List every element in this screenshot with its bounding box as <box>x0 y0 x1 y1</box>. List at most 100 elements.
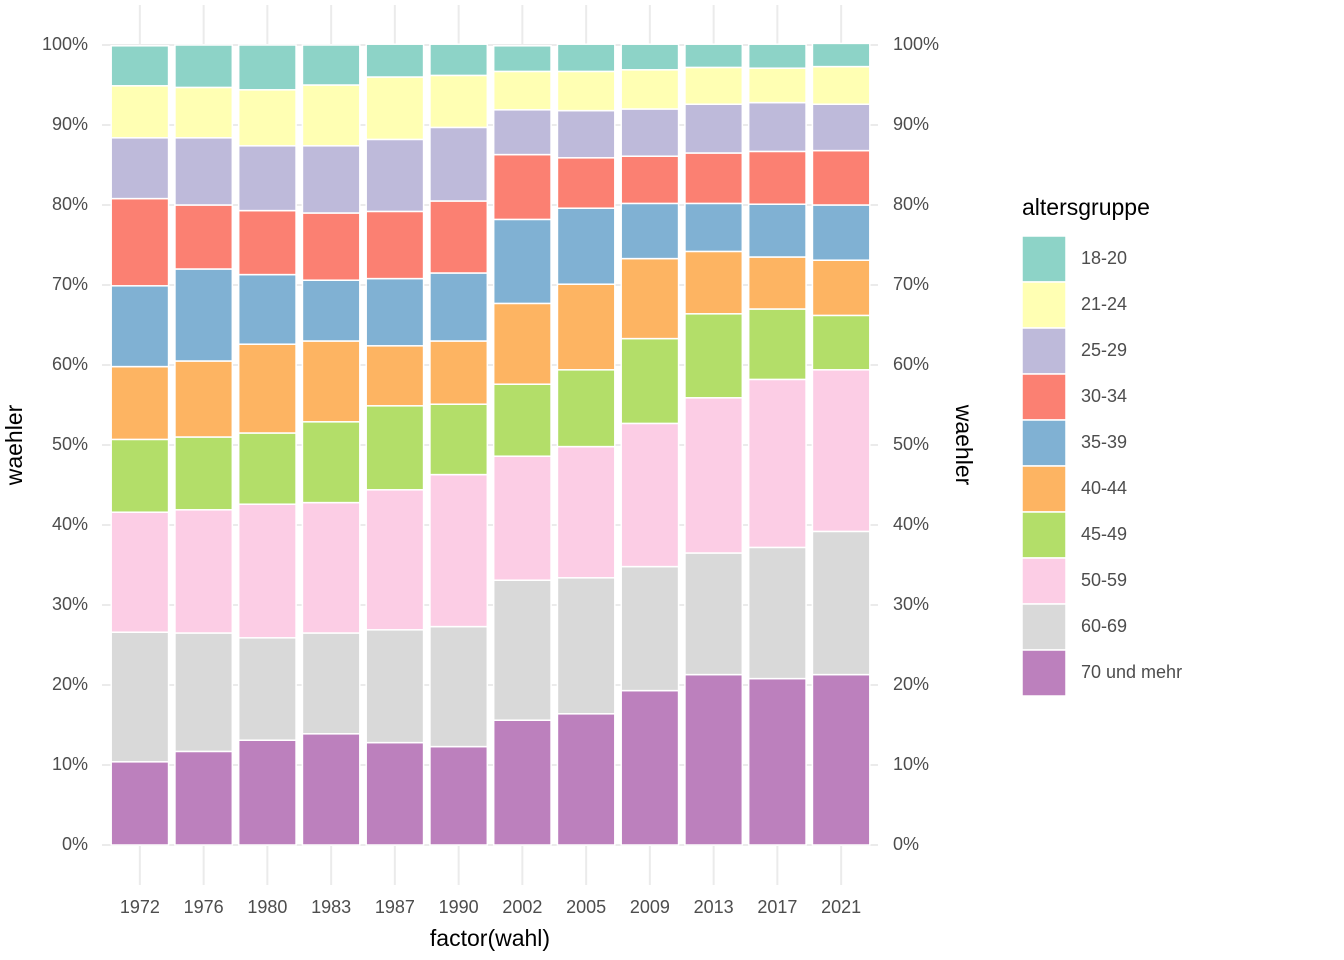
y-tick-label: 0% <box>62 834 88 854</box>
bar-segment <box>237 503 297 639</box>
bar-segment <box>301 632 361 735</box>
bar-segment <box>620 108 680 157</box>
bar-segment <box>237 145 297 212</box>
y2-tick-label: 100% <box>893 34 939 54</box>
y-tick-label: 10% <box>52 754 88 774</box>
bar-segment <box>174 204 234 270</box>
bar-segment <box>174 268 234 362</box>
bar-segment <box>110 285 170 368</box>
legend-label: 25-29 <box>1081 340 1127 360</box>
bar-segment <box>684 673 744 846</box>
y2-tick-label: 60% <box>893 354 929 374</box>
bar-segment <box>365 405 425 491</box>
bar-segment <box>747 677 807 846</box>
bar-segment <box>429 74 489 129</box>
bar-segment <box>811 259 871 317</box>
legend-key <box>1021 465 1067 513</box>
bar-segment <box>110 438 170 513</box>
bar-segment <box>365 43 425 78</box>
y2-tick-label: 80% <box>893 194 929 214</box>
bar-segment <box>620 422 680 568</box>
bar-segment <box>747 101 807 153</box>
bar-segment <box>747 308 807 381</box>
bar-segment <box>811 530 871 676</box>
y2-tick-label: 10% <box>893 754 929 774</box>
bar-segment <box>556 109 616 159</box>
bar-segment <box>301 501 361 634</box>
bar-segment <box>174 750 234 846</box>
bar-segment <box>237 432 297 505</box>
x-tick-label: 1983 <box>311 897 351 917</box>
bar-segment <box>556 445 616 579</box>
bar-segment <box>301 44 361 86</box>
bar-segment <box>237 739 297 846</box>
legend-label: 45-49 <box>1081 524 1127 544</box>
bar-segment <box>684 250 744 315</box>
bar-segment <box>492 579 552 721</box>
y2-tick-label: 0% <box>893 834 919 854</box>
legend-key <box>1021 603 1067 651</box>
bar-segment <box>365 629 425 744</box>
bar-segment <box>429 200 489 274</box>
bar-segment <box>110 511 170 633</box>
y-tick-label: 40% <box>52 514 88 534</box>
bar-segment <box>492 218 552 305</box>
bar-segment <box>237 209 297 276</box>
bar-segment <box>811 103 871 152</box>
x-tick-label: 2009 <box>630 897 670 917</box>
bar-segment <box>811 204 871 261</box>
bar-segment <box>556 577 616 715</box>
bar-segment <box>110 631 170 763</box>
bar-segment <box>429 473 489 628</box>
bar-segment <box>110 197 170 287</box>
bar-segment <box>174 632 234 753</box>
bar-segment <box>237 44 297 91</box>
bar-segment <box>237 637 297 741</box>
x-tick-label: 2002 <box>502 897 542 917</box>
bar-segment <box>620 257 680 340</box>
legend-key <box>1021 373 1067 421</box>
bar-segment <box>492 70 552 111</box>
bar-segment <box>747 150 807 205</box>
y2-tick-label: 30% <box>893 594 929 614</box>
bar-segment <box>811 65 871 105</box>
legend-key <box>1021 419 1067 467</box>
bar-segment <box>301 733 361 846</box>
bar-segment <box>811 42 871 68</box>
bar-segment <box>174 137 234 206</box>
bar-segment <box>365 345 425 407</box>
bar-segment <box>429 625 489 748</box>
bar-segment <box>811 673 871 846</box>
legend-title: altersgruppe <box>1022 194 1150 220</box>
bar-segment <box>684 43 744 69</box>
x-tick-label: 2005 <box>566 897 606 917</box>
y-tick-label: 60% <box>52 354 88 374</box>
y-tick-label: 50% <box>52 434 88 454</box>
bar-segment <box>747 378 807 549</box>
bar-segment <box>747 203 807 258</box>
bar-segment <box>365 741 425 846</box>
legend-label: 60-69 <box>1081 616 1127 636</box>
bar-segment <box>556 157 616 209</box>
bar-segment <box>492 109 552 156</box>
bar-segment <box>365 76 425 141</box>
bar-segment <box>747 43 807 69</box>
y-tick-label: 70% <box>52 274 88 294</box>
x-tick-label: 2021 <box>821 897 861 917</box>
bar-segment <box>237 89 297 147</box>
bar-segment <box>174 360 234 438</box>
bar-segment <box>301 279 361 342</box>
bar-segment <box>365 489 425 631</box>
legend-label: 50-59 <box>1081 570 1127 590</box>
legend-key <box>1021 557 1067 605</box>
y-tick-label: 80% <box>52 194 88 214</box>
bar-segment <box>747 546 807 680</box>
bar-segment <box>492 302 552 385</box>
bar-segment <box>429 126 489 202</box>
bar-segment <box>110 365 170 441</box>
bar-segment <box>684 313 744 399</box>
bar-segment <box>620 337 680 425</box>
bar-segment <box>811 369 871 533</box>
bar-segment <box>811 314 871 371</box>
bar-segment <box>237 273 297 345</box>
